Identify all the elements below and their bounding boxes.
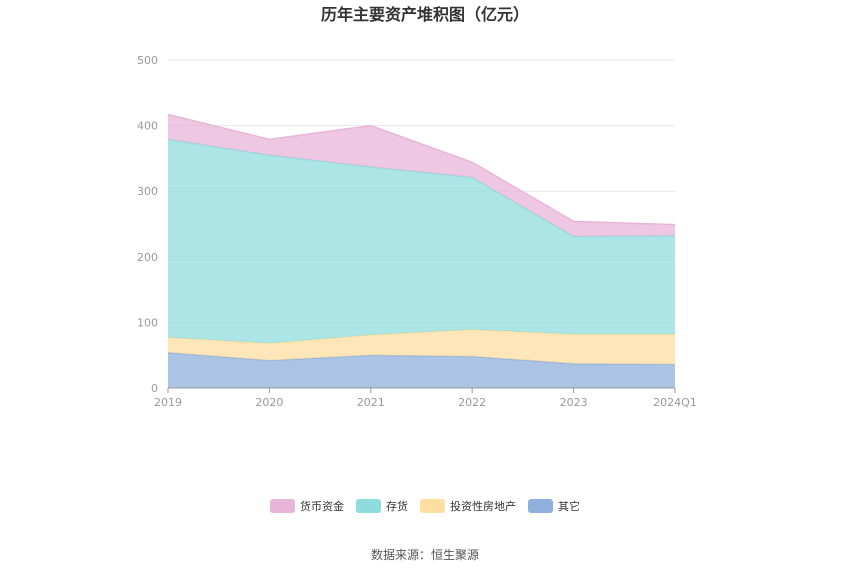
x-tick-label: 2023: [560, 396, 588, 409]
y-tick-label: 0: [151, 382, 158, 395]
legend-label: 投资性房地产: [450, 499, 516, 513]
y-tick-label: 300: [137, 185, 158, 198]
legend-label: 其它: [558, 499, 580, 513]
legend-swatch: [420, 499, 445, 513]
legend-item[interactable]: 投资性房地产: [420, 499, 516, 513]
y-tick-label: 500: [137, 54, 158, 67]
legend-swatch: [528, 499, 553, 513]
legend-swatch: [356, 499, 381, 513]
y-tick-label: 400: [137, 120, 158, 133]
legend-label: 货币资金: [300, 499, 344, 513]
x-tick-label: 2021: [357, 396, 385, 409]
y-tick-label: 200: [137, 251, 158, 264]
x-tick-label: 2022: [458, 396, 486, 409]
legend[interactable]: 货币资金 存货 投资性房地产 其它: [270, 499, 580, 513]
chart-title: 历年主要资产堆积图（亿元）: [321, 5, 529, 24]
x-tick-label: 2020: [255, 396, 283, 409]
legend-item[interactable]: 货币资金: [270, 499, 344, 513]
area-series-0[interactable]: [168, 352, 675, 388]
legend-swatch: [270, 499, 295, 513]
x-tick-label: 2024Q1: [653, 396, 697, 409]
area-series-2[interactable]: [168, 139, 675, 344]
area-series-3[interactable]: [168, 114, 675, 237]
y-tick-label: 100: [137, 316, 158, 329]
source-note: 数据来源：恒生聚源: [371, 547, 479, 562]
x-tick-label: 2019: [154, 396, 182, 409]
area-series-line-3: [167, 113, 676, 226]
legend-item[interactable]: 其它: [528, 499, 580, 513]
legend-label: 存货: [386, 499, 408, 513]
axes: 0 100 200 300 400 500 2019 2020 2021 2022 2023 2024…: [137, 54, 697, 409]
area-series: [167, 113, 676, 388]
area-series-1[interactable]: [168, 329, 675, 365]
legend-item[interactable]: 存货: [356, 499, 408, 513]
